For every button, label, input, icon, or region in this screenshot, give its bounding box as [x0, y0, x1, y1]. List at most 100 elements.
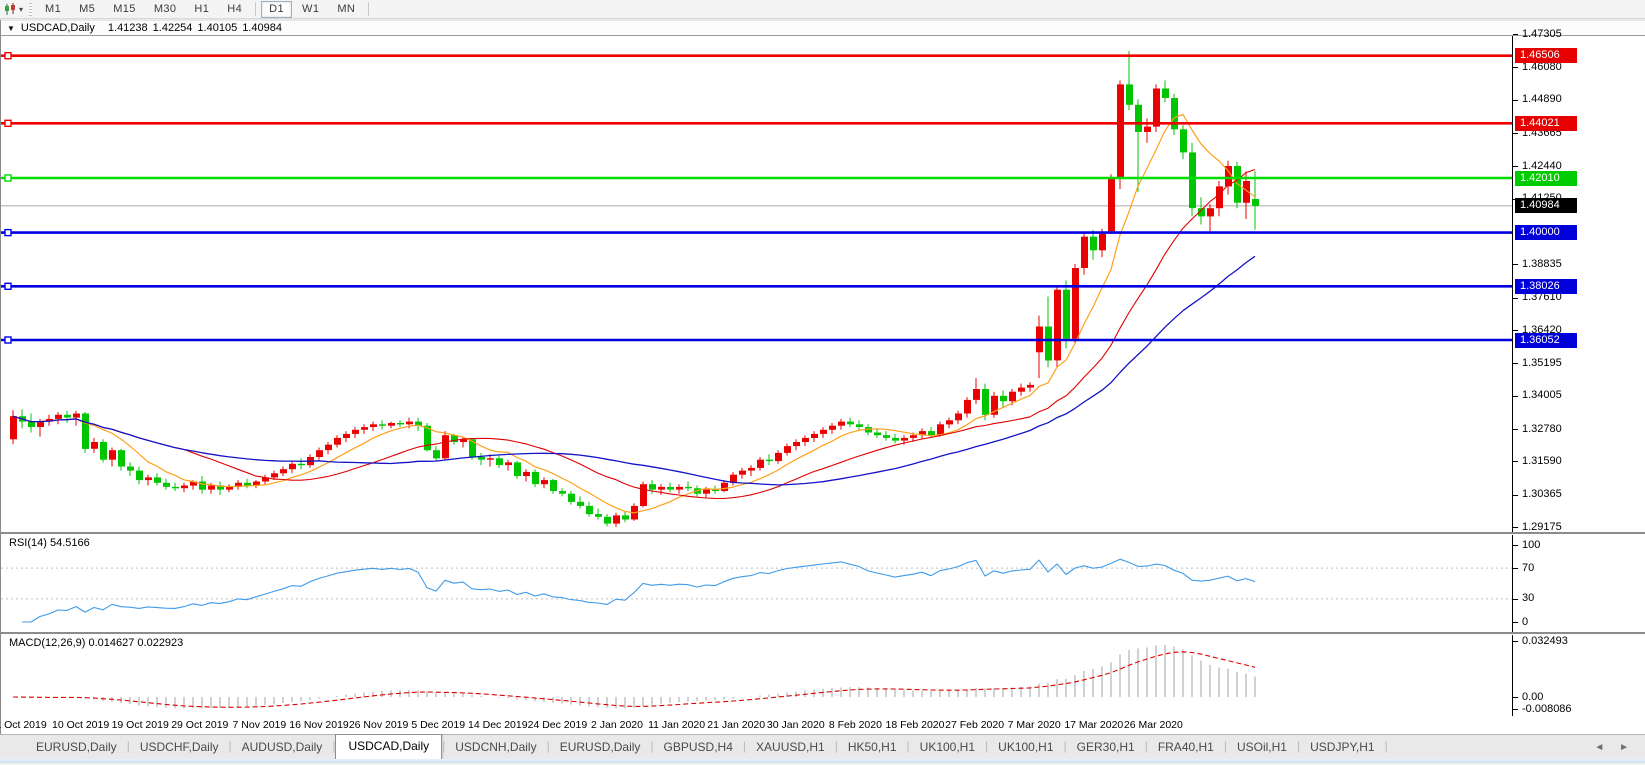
price-axis[interactable]: 1.473051.460801.448901.436651.424401.412…	[1512, 28, 1644, 533]
tab-separator: |	[1384, 739, 1388, 753]
chart-tab-hk50-8[interactable]: HK50,H1	[847, 740, 897, 754]
timeframe-button-h1[interactable]: H1	[194, 2, 210, 15]
candlestick-chart-icon	[5, 2, 15, 15]
tab-nav-arrows[interactable]: ◄ ►	[1594, 742, 1635, 753]
rsi-tick	[1513, 545, 1518, 546]
price-badge: 1.36052	[1515, 332, 1577, 348]
timeframe-button-w1[interactable]: W1	[302, 2, 320, 15]
chart-tab-audusd-2[interactable]: AUDUSD,Daily	[241, 740, 323, 754]
tab-separator: |	[1144, 739, 1148, 753]
chart-tab-usdcad-3[interactable]: USDCAD,Daily	[335, 734, 443, 760]
date-label: 2 Jan 2020	[591, 719, 643, 731]
chart-tab-usdchf-1[interactable]: USDCHF,Daily	[139, 740, 219, 754]
macd-chart-canvas[interactable]	[1, 635, 1512, 716]
level-line-handle[interactable]	[4, 119, 12, 128]
price-tick	[1513, 297, 1518, 299]
rsi-label: RSI(14) 54.5166	[9, 537, 90, 549]
level-line-handle[interactable]	[4, 52, 12, 60]
price-tick	[1513, 527, 1518, 528]
price-tick-label: 1.44890	[1522, 93, 1562, 106]
chart-tab-usdjpy-14[interactable]: USDJPY,H1	[1310, 740, 1375, 754]
tab-separator: |	[906, 739, 910, 753]
macd-axis[interactable]: 0.032493 0.00 -0.008086	[1512, 635, 1644, 716]
chart-tab-uk100-10[interactable]: UK100,H1	[998, 740, 1054, 754]
rsi-chart-canvas[interactable]	[1, 535, 1512, 632]
chart-type-button[interactable]: ▾	[0, 1, 27, 18]
toolbar: ▾ M1 M5 M15 M30 H1 H4 D1 W1 MN	[0, 0, 1645, 19]
panel-separator[interactable]	[1, 532, 1645, 535]
level-line-handle[interactable]	[4, 174, 12, 182]
chart-tab-ger30-11[interactable]: GER30,H1	[1076, 740, 1135, 754]
tab-separator: |	[1063, 739, 1067, 753]
chart-tab-uk100-9[interactable]: UK100,H1	[919, 740, 976, 754]
chart-tab-gbpusd-6[interactable]: GBPUSD,H4	[663, 740, 733, 754]
chart-window: ▼ USDCAD,Daily 1.41238 1.42254 1.40105 1…	[0, 19, 1645, 734]
tab-separator: |	[1223, 739, 1227, 753]
price-chart-canvas[interactable]	[1, 36, 1512, 532]
panel-separator[interactable]	[1, 632, 1645, 635]
price-tick	[1513, 67, 1518, 69]
price-tick-label: 1.42440	[1522, 159, 1562, 172]
price-badge: 1.44021	[1515, 115, 1577, 131]
timeframe-button-h4[interactable]: H4	[227, 2, 243, 15]
level-line-handle[interactable]	[4, 228, 12, 237]
timeframe-button-d1[interactable]: D1	[261, 0, 293, 18]
chart-symbol-label: USDCAD,Daily	[20, 22, 95, 34]
price-tick-label: 1.46080	[1522, 60, 1562, 73]
date-label: 8 Feb 2020	[828, 719, 882, 731]
tab-separator: |	[228, 739, 232, 753]
chart-tab-usoil-13[interactable]: USOil,H1	[1236, 740, 1287, 754]
rsi-tick-label: 30	[1522, 592, 1535, 605]
chart-tab-eurusd-0[interactable]: EURUSD,Daily	[36, 740, 117, 754]
toolbar-grip-handle[interactable]	[29, 2, 33, 16]
date-axis[interactable]: 1 Oct 2019 10 Oct 2019 19 Oct 2019 29 Oct 2…	[0, 716, 1645, 734]
price-tick-label: 1.37610	[1522, 291, 1562, 304]
price-tick	[1513, 34, 1518, 35]
chart-tab-xauusd-7[interactable]: XAUUSD,H1	[756, 740, 825, 754]
rsi-panel: RSI(14) 54.5166 100 70 30 0	[1, 535, 1645, 632]
price-badge: 1.40000	[1515, 225, 1577, 241]
candles	[10, 51, 1259, 527]
price-tick-label: 1.32780	[1522, 422, 1562, 435]
price-tick	[1513, 429, 1518, 430]
tab-separator: |	[985, 739, 989, 753]
chart-tab-eurusd-5[interactable]: EURUSD,Daily	[559, 740, 641, 754]
chart-collapse-icon[interactable]: ▼	[7, 23, 15, 33]
date-label: 24 Dec 2019	[527, 719, 588, 731]
ohlc-low: 1.40105	[197, 22, 238, 34]
ohlc-high: 1.42254	[152, 22, 193, 34]
rsi-axis[interactable]: 100 70 30 0	[1512, 535, 1644, 632]
timeframe-button-mn[interactable]: MN	[337, 2, 356, 15]
chart-tabbar: EURUSD,Daily | USDCHF,Daily | AUDUSD,Daily | U…	[0, 734, 1645, 760]
timeframe-button-m30[interactable]: M30	[153, 2, 177, 15]
chart-titlebar[interactable]: ▼ USDCAD,Daily 1.41238 1.42254 1.40105 1…	[1, 21, 1645, 36]
price-tick	[1513, 166, 1518, 168]
chart-tab-usdcnh-4[interactable]: USDCNH,Daily	[455, 740, 537, 754]
price-tick-label: 1.34005	[1522, 389, 1562, 402]
toolbar-separator	[255, 2, 257, 16]
timeframe-button-m15[interactable]: M15	[113, 2, 136, 15]
rsi-tick-label: 0	[1522, 615, 1529, 628]
chart-tab-fra40-12[interactable]: FRA40,H1	[1157, 740, 1214, 754]
price-tick-label: 1.30365	[1522, 488, 1562, 501]
macd-tick-label: 0.00	[1522, 690, 1544, 703]
level-line-handle[interactable]	[4, 336, 12, 344]
date-label: 30 Jan 2020	[766, 719, 825, 731]
rsi-tick-label: 70	[1522, 561, 1535, 574]
rsi-tick	[1513, 568, 1518, 570]
price-badge: 1.46506	[1515, 48, 1577, 64]
date-label: 27 Feb 2020	[945, 719, 1005, 731]
tab-separator: |	[546, 739, 550, 753]
toolbar-separator	[368, 2, 370, 16]
status-bar	[0, 759, 1645, 763]
date-label: 17 Mar 2020	[1064, 719, 1124, 731]
tab-separator: |	[742, 739, 747, 753]
tab-separator: |	[332, 739, 336, 753]
timeframe-button-m1[interactable]: M1	[45, 2, 62, 15]
level-line-handle[interactable]	[4, 282, 12, 291]
ma-35-line	[12, 255, 1256, 486]
timeframe-button-m5[interactable]: M5	[79, 2, 96, 15]
price-tick	[1513, 330, 1518, 331]
date-label: 11 Jan 2020	[648, 719, 706, 731]
price-tick	[1513, 133, 1518, 134]
